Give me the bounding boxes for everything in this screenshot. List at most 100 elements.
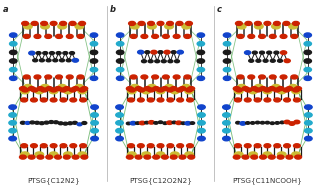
- Circle shape: [21, 152, 29, 157]
- Circle shape: [151, 50, 157, 54]
- Circle shape: [184, 75, 191, 79]
- Circle shape: [80, 98, 86, 102]
- Circle shape: [139, 121, 145, 125]
- Circle shape: [295, 87, 301, 91]
- Circle shape: [23, 34, 30, 38]
- Circle shape: [25, 122, 30, 124]
- Circle shape: [260, 51, 265, 54]
- Circle shape: [66, 59, 71, 62]
- Circle shape: [179, 87, 186, 91]
- Circle shape: [179, 155, 186, 159]
- Circle shape: [31, 21, 38, 26]
- Circle shape: [223, 121, 230, 125]
- Circle shape: [148, 84, 156, 90]
- Circle shape: [260, 122, 265, 124]
- Circle shape: [73, 121, 77, 124]
- Circle shape: [236, 21, 242, 26]
- Circle shape: [117, 67, 124, 72]
- Circle shape: [245, 88, 252, 92]
- Circle shape: [304, 42, 311, 46]
- Circle shape: [168, 60, 173, 63]
- Circle shape: [116, 105, 123, 109]
- Circle shape: [60, 88, 66, 92]
- Circle shape: [263, 152, 272, 157]
- Circle shape: [305, 129, 312, 133]
- Circle shape: [77, 75, 84, 79]
- Circle shape: [70, 98, 77, 102]
- Circle shape: [289, 84, 298, 90]
- Circle shape: [186, 88, 192, 92]
- Circle shape: [66, 75, 73, 79]
- Circle shape: [145, 51, 150, 54]
- Circle shape: [235, 144, 241, 148]
- Circle shape: [135, 155, 142, 159]
- Circle shape: [305, 105, 312, 109]
- Circle shape: [259, 75, 265, 79]
- Circle shape: [249, 152, 257, 157]
- Circle shape: [50, 21, 57, 26]
- Circle shape: [144, 87, 151, 91]
- Circle shape: [182, 24, 191, 29]
- Circle shape: [187, 98, 193, 102]
- Circle shape: [263, 59, 268, 62]
- Circle shape: [35, 152, 44, 157]
- Circle shape: [37, 87, 44, 91]
- Circle shape: [277, 89, 286, 94]
- Circle shape: [144, 155, 151, 159]
- Circle shape: [53, 59, 58, 62]
- Circle shape: [242, 87, 249, 91]
- Circle shape: [81, 155, 88, 159]
- Circle shape: [161, 87, 168, 91]
- Circle shape: [142, 152, 151, 157]
- Circle shape: [197, 33, 204, 37]
- Circle shape: [137, 98, 144, 102]
- Circle shape: [197, 76, 204, 81]
- Circle shape: [135, 87, 142, 91]
- Circle shape: [304, 33, 311, 37]
- Circle shape: [152, 75, 159, 79]
- Circle shape: [277, 87, 284, 91]
- Circle shape: [165, 84, 173, 90]
- Circle shape: [305, 121, 312, 125]
- Circle shape: [237, 24, 246, 29]
- Circle shape: [41, 88, 48, 92]
- Circle shape: [223, 42, 231, 46]
- Circle shape: [236, 122, 240, 124]
- Circle shape: [250, 122, 255, 124]
- Circle shape: [138, 50, 144, 54]
- Circle shape: [255, 24, 263, 29]
- Circle shape: [50, 144, 57, 148]
- Circle shape: [148, 21, 154, 26]
- Circle shape: [171, 51, 176, 54]
- Circle shape: [177, 98, 184, 102]
- Circle shape: [10, 42, 17, 46]
- Circle shape: [157, 98, 164, 102]
- Circle shape: [64, 89, 72, 94]
- Circle shape: [10, 76, 17, 81]
- Circle shape: [78, 152, 87, 157]
- Circle shape: [63, 122, 68, 125]
- Circle shape: [117, 33, 124, 37]
- Circle shape: [158, 51, 163, 54]
- Circle shape: [44, 121, 49, 124]
- Circle shape: [246, 122, 250, 124]
- Circle shape: [284, 144, 291, 148]
- Circle shape: [55, 155, 61, 159]
- Circle shape: [275, 122, 279, 124]
- Circle shape: [147, 144, 154, 148]
- Circle shape: [28, 87, 35, 91]
- Circle shape: [284, 120, 290, 124]
- Circle shape: [141, 34, 148, 38]
- Circle shape: [284, 98, 291, 102]
- Circle shape: [268, 155, 275, 159]
- Circle shape: [177, 144, 184, 148]
- Circle shape: [35, 89, 44, 94]
- Text: a: a: [3, 5, 8, 14]
- Circle shape: [223, 50, 231, 55]
- Circle shape: [23, 24, 32, 29]
- Circle shape: [30, 121, 35, 124]
- Circle shape: [69, 88, 76, 92]
- Circle shape: [157, 144, 164, 148]
- Circle shape: [291, 75, 298, 79]
- Circle shape: [237, 34, 244, 38]
